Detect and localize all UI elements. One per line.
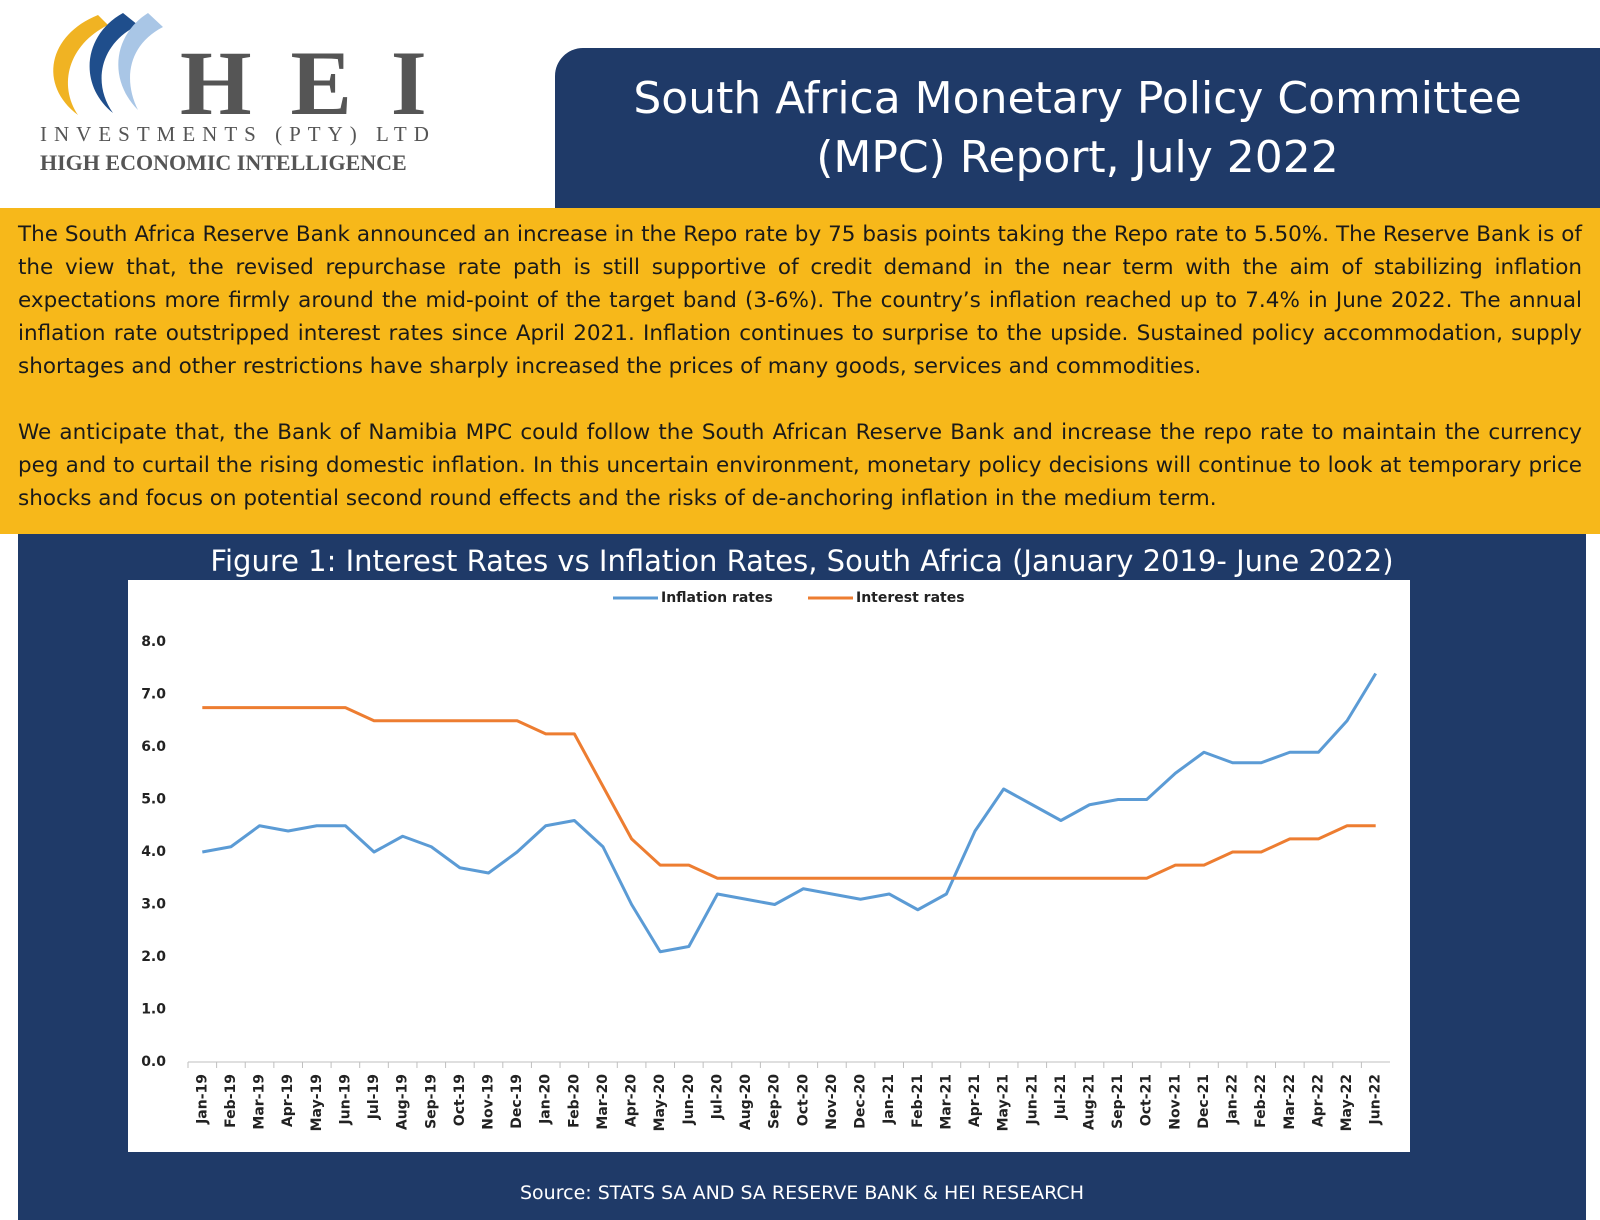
data-line [202, 672, 1377, 954]
x-tick-label: Jun-22 [1368, 1074, 1384, 1125]
y-tick-label: 1.0 [141, 1002, 166, 1018]
summary: The South Africa Reserve Bank announced … [0, 208, 1600, 534]
y-tick-label: 0.0 [141, 1054, 166, 1070]
x-tick-label: Jun-21 [1024, 1074, 1040, 1125]
chart: 0.0 1.0 2.0 3.0 4.0 5.0 6.0 7.0 8.0 Jan-19 Feb-19 M… [128, 580, 1410, 1152]
data-line [202, 706, 1376, 880]
x-tick-label: May-22 [1339, 1074, 1355, 1131]
x-tick-label: Jan-19 [194, 1074, 210, 1125]
x-tick-label: Oct-21 [1139, 1074, 1155, 1126]
x-tick-label: Aug-20 [738, 1074, 754, 1130]
x-tick-label: Feb-20 [566, 1074, 582, 1128]
x-tick-label: Feb-21 [910, 1074, 926, 1128]
x-tick-label: Apr-20 [624, 1074, 640, 1127]
x-tick-label: Dec-19 [509, 1074, 525, 1129]
y-tick-label: 4.0 [141, 844, 166, 860]
x-tick-label: Aug-21 [1082, 1074, 1098, 1130]
x-tick-label: May-19 [309, 1074, 325, 1131]
company: INVESTMENTS (PTY) LTD [40, 122, 436, 146]
x-tick-label: Apr-21 [967, 1074, 983, 1127]
x-tick-label: May-21 [996, 1074, 1012, 1131]
x-tick-label: Jul-20 [709, 1074, 725, 1121]
y-tick-label: 3.0 [141, 897, 166, 913]
x-tick-label: Aug-19 [395, 1074, 411, 1130]
x-tick-label: Nov-20 [824, 1074, 840, 1130]
x-tick-label: Mar-22 [1282, 1074, 1298, 1130]
x-tick-label: Feb-22 [1253, 1074, 1269, 1128]
x-tick-label: Mar-21 [938, 1074, 954, 1130]
x-tick-label: Oct-20 [795, 1074, 811, 1126]
x-tick-label: Dec-20 [853, 1074, 869, 1129]
x-tick-label: Mar-20 [595, 1074, 611, 1130]
x-tick-label: Oct-19 [452, 1074, 468, 1126]
x-tick-label: Nov-19 [481, 1074, 497, 1130]
x-tick-label: Mar-19 [252, 1074, 268, 1130]
x-tick-label: Nov-21 [1167, 1074, 1183, 1130]
report-title: South Africa Monetary Policy Committee (… [555, 48, 1600, 208]
x-tick-label: Jan-20 [538, 1074, 554, 1125]
x-tick-label: Jan-21 [881, 1074, 897, 1125]
paragraph: We anticipate that, the Bank of Namibia … [18, 420, 1582, 511]
y-tick-label: 5.0 [141, 792, 166, 808]
x-tick-label: Feb-19 [223, 1074, 239, 1128]
x-tick-label: Sep-21 [1110, 1074, 1126, 1129]
x-tick-label: Jan-22 [1225, 1074, 1241, 1125]
logo [53, 13, 163, 115]
paragraph: The South Africa Reserve Bank announced … [18, 222, 1582, 379]
x-tick-label: Jun-19 [337, 1074, 353, 1125]
y-tick-label: 8.0 [141, 634, 166, 650]
x-tick-label: Apr-19 [280, 1074, 296, 1127]
y-tick-label: 2.0 [141, 949, 166, 965]
chart-source: Source: STATS SA AND SA RESERVE BANK & H… [520, 1182, 1084, 1204]
x-tick-label: Jul-19 [366, 1074, 382, 1120]
legend-label: Inflation rates [661, 590, 773, 606]
x-tick-label: Jul-21 [1053, 1074, 1069, 1120]
x-tick-label: Jun-20 [681, 1074, 697, 1126]
chart-title: Figure 1: Interest Rates vs Inflation Ra… [210, 544, 1394, 578]
x-tick-label: May-20 [652, 1074, 668, 1132]
y-tick-label: 7.0 [141, 687, 166, 703]
x-tick-label: Sep-20 [767, 1074, 783, 1129]
legend-label: Interest rates [856, 590, 965, 606]
y-tick-label: 6.0 [141, 739, 166, 755]
tagline: HIGH ECONOMIC INTELLIGENCE [40, 150, 407, 175]
x-tick-label: Apr-22 [1310, 1074, 1326, 1127]
brand: H E I [180, 32, 435, 134]
x-tick-label: Dec-21 [1196, 1074, 1212, 1129]
x-tick-label: Sep-19 [423, 1074, 439, 1129]
